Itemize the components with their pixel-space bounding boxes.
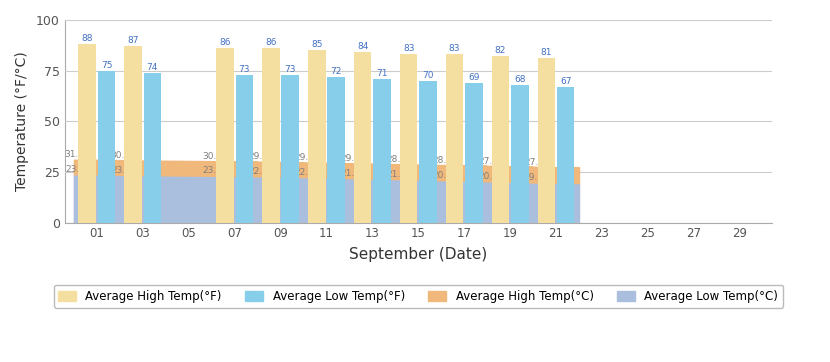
Bar (79, 44, 96, 223)
Text: 27.3: 27.3 (524, 157, 544, 167)
Bar (120, 160, 166, 223)
Bar (257, 162, 304, 223)
Bar (120, 175, 166, 223)
Bar (304, 177, 349, 223)
Text: 74: 74 (147, 63, 158, 72)
Bar (487, 166, 533, 223)
Text: 68: 68 (514, 75, 525, 84)
Text: 29.5: 29.5 (295, 153, 315, 162)
Bar (354, 52, 372, 223)
Text: 73: 73 (285, 65, 296, 73)
Bar (492, 56, 510, 223)
Bar (374, 79, 391, 223)
Text: 73: 73 (238, 65, 250, 73)
Bar (395, 165, 442, 223)
Text: 27.8: 27.8 (478, 157, 498, 165)
Text: 83: 83 (449, 45, 461, 54)
Text: 22.2: 22.2 (295, 168, 315, 177)
Text: 23.4: 23.4 (111, 165, 131, 174)
Text: 83: 83 (403, 45, 414, 54)
Text: 20.1: 20.1 (478, 172, 498, 181)
Text: 28.6: 28.6 (386, 155, 407, 164)
Text: 20.6: 20.6 (432, 171, 452, 180)
Bar (400, 54, 417, 223)
Bar (327, 77, 344, 223)
Text: 86: 86 (219, 38, 231, 47)
Text: 87: 87 (127, 36, 139, 45)
Text: 19.5: 19.5 (524, 173, 544, 182)
Bar (511, 85, 529, 223)
Text: 21.2: 21.2 (387, 170, 407, 179)
Text: 23.8: 23.8 (65, 165, 85, 174)
Bar (144, 73, 161, 223)
Text: 72: 72 (330, 67, 342, 76)
Bar (257, 177, 304, 223)
Bar (212, 176, 257, 223)
Text: 21.7: 21.7 (340, 169, 360, 178)
Text: 22.7: 22.7 (249, 167, 269, 176)
Text: 86: 86 (265, 38, 276, 47)
Text: 67: 67 (560, 77, 572, 86)
Y-axis label: Temperature (°F/°C): Temperature (°F/°C) (15, 51, 29, 191)
Text: 30.6: 30.6 (110, 151, 131, 160)
Text: 23.0: 23.0 (203, 166, 222, 175)
Bar (212, 161, 257, 223)
Bar (304, 163, 349, 223)
Bar (349, 164, 395, 223)
Bar (557, 87, 574, 223)
Text: 69: 69 (468, 73, 480, 82)
Bar (465, 83, 482, 223)
Text: 75: 75 (100, 60, 112, 70)
Text: 85: 85 (311, 41, 323, 49)
Bar (419, 81, 437, 223)
Bar (262, 49, 280, 223)
Bar (281, 75, 299, 223)
Text: 88: 88 (81, 34, 93, 43)
X-axis label: September (Date): September (Date) (349, 247, 487, 262)
Text: 71: 71 (376, 69, 388, 78)
Text: 28.2: 28.2 (432, 156, 452, 165)
Bar (442, 181, 487, 223)
Text: 31.0: 31.0 (65, 150, 85, 159)
Text: 70: 70 (422, 71, 434, 80)
Text: 82: 82 (495, 46, 506, 55)
Text: 81: 81 (540, 49, 552, 58)
Bar (236, 75, 253, 223)
Text: 84: 84 (357, 42, 369, 51)
Bar (74, 174, 120, 223)
Bar (487, 182, 533, 223)
Bar (446, 54, 463, 223)
Bar (98, 71, 115, 223)
Bar (395, 180, 442, 223)
Bar (533, 167, 579, 223)
Text: 30.2: 30.2 (203, 152, 222, 161)
Bar (74, 160, 120, 223)
Legend: Average High Temp(°F), Average Low Temp(°F), Average High Temp(°C), Average Low : Average High Temp(°F), Average Low Temp(… (54, 285, 783, 308)
Bar (217, 49, 234, 223)
Bar (533, 183, 579, 223)
Bar (349, 178, 395, 223)
Text: 29.1: 29.1 (340, 154, 360, 163)
Bar (442, 165, 487, 223)
Bar (308, 50, 325, 223)
Bar (124, 46, 142, 223)
Bar (538, 59, 555, 223)
Text: 29.9: 29.9 (249, 152, 269, 161)
